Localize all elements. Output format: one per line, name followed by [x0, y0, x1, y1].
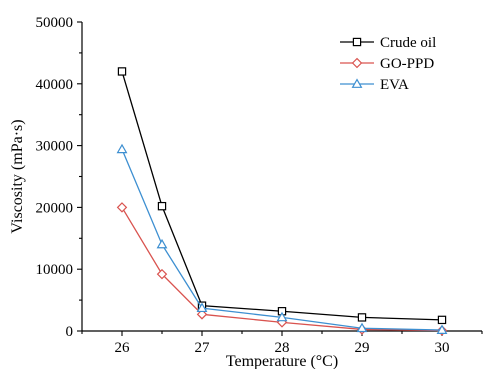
- data-point-go-ppd: [196, 309, 208, 320]
- y-tick-label: 10000: [36, 262, 74, 278]
- series-eva: [116, 143, 448, 334]
- legend-item-go-ppd: GO-PPD: [340, 56, 434, 72]
- data-point-crude-oil: [437, 315, 447, 325]
- data-point-go-ppd: [156, 268, 168, 280]
- y-tick-label: 40000: [36, 77, 74, 93]
- x-tick-label: 28: [275, 340, 290, 356]
- data-point-crude-oil: [117, 67, 127, 76]
- data-point-crude-oil: [357, 313, 367, 322]
- series-line-eva: [121, 149, 443, 331]
- data-point-go-ppd: [116, 202, 128, 213]
- legend-marker-crude-oil: [352, 37, 362, 47]
- legend-marker-go-ppd: [351, 57, 363, 69]
- legend-label-eva: EVA: [380, 77, 409, 93]
- data-point-eva: [436, 324, 448, 334]
- legend-marker-eva: [351, 78, 363, 88]
- x-axis-title: Temperature (°C): [226, 353, 338, 369]
- legend-label-go-ppd: GO-PPD: [380, 56, 434, 72]
- y-tick-label: 50000: [36, 15, 74, 31]
- series-line-crude-oil: [121, 71, 443, 321]
- legend-label-crude-oil: Crude oil: [380, 35, 436, 51]
- x-tick-label: 30: [435, 340, 450, 356]
- y-tick-label: 0: [66, 324, 74, 340]
- data-point-eva: [276, 311, 288, 322]
- data-point-eva: [156, 238, 168, 249]
- x-tick-label: 27: [195, 340, 211, 356]
- data-point-crude-oil: [157, 201, 167, 211]
- data-point-eva: [116, 143, 128, 154]
- series-crude-oil: [117, 67, 447, 325]
- legend: Crude oil GO-PPD EVA: [340, 35, 436, 93]
- legend-item-eva: EVA: [340, 77, 409, 93]
- y-axis-title: Viscosity (mPa·s): [9, 119, 26, 233]
- series-line-go-ppd: [121, 207, 443, 332]
- y-tick-label: 20000: [36, 200, 74, 216]
- series-layer: [116, 67, 448, 336]
- legend-item-crude-oil: Crude oil: [340, 35, 436, 51]
- data-point-eva: [196, 302, 208, 313]
- ticks: 26 27 28 29 30 0 10000 20000 30000 40000 50000: [36, 15, 483, 356]
- x-tick-label: 29: [355, 340, 370, 356]
- x-tick-label: 26: [115, 340, 131, 356]
- data-point-eva: [356, 322, 368, 333]
- y-tick-label: 30000: [36, 139, 74, 155]
